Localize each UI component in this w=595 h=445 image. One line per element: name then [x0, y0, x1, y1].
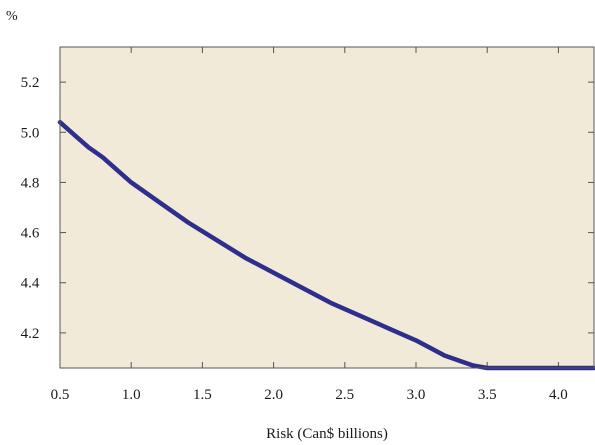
x-tick-label: 1.5 — [193, 387, 212, 403]
y-tick-label: 4.8 — [21, 175, 40, 191]
x-tick-label: 3.5 — [478, 387, 497, 403]
x-tick-label: 0.5 — [51, 387, 70, 403]
x-tick-labels: 0.5 1.0 1.5 2.0 2.5 3.0 3.5 4.0 — [51, 387, 568, 403]
y-tick-label: 5.2 — [21, 75, 40, 91]
x-axis-title: Risk (Can$ billions) — [266, 426, 388, 442]
x-tick-label: 2.0 — [264, 387, 283, 403]
y-tick-label: 5.0 — [21, 125, 40, 141]
plot-area — [60, 47, 594, 368]
x-tick-label: 2.5 — [335, 387, 354, 403]
y-tick-label: 4.6 — [21, 226, 40, 242]
axis-ticks — [59, 47, 594, 368]
plot-frame — [59, 46, 595, 369]
x-tick-label: 4.0 — [549, 387, 568, 403]
y-unit-label: % — [6, 9, 18, 24]
y-tick-labels: 4.2 4.4 4.6 4.8 5.0 5.2 — [21, 75, 40, 342]
x-tick-label: 3.0 — [407, 387, 426, 403]
y-tick-label: 4.4 — [21, 276, 40, 292]
x-tick-label: 1.0 — [122, 387, 141, 403]
y-tick-label: 4.2 — [21, 326, 40, 342]
